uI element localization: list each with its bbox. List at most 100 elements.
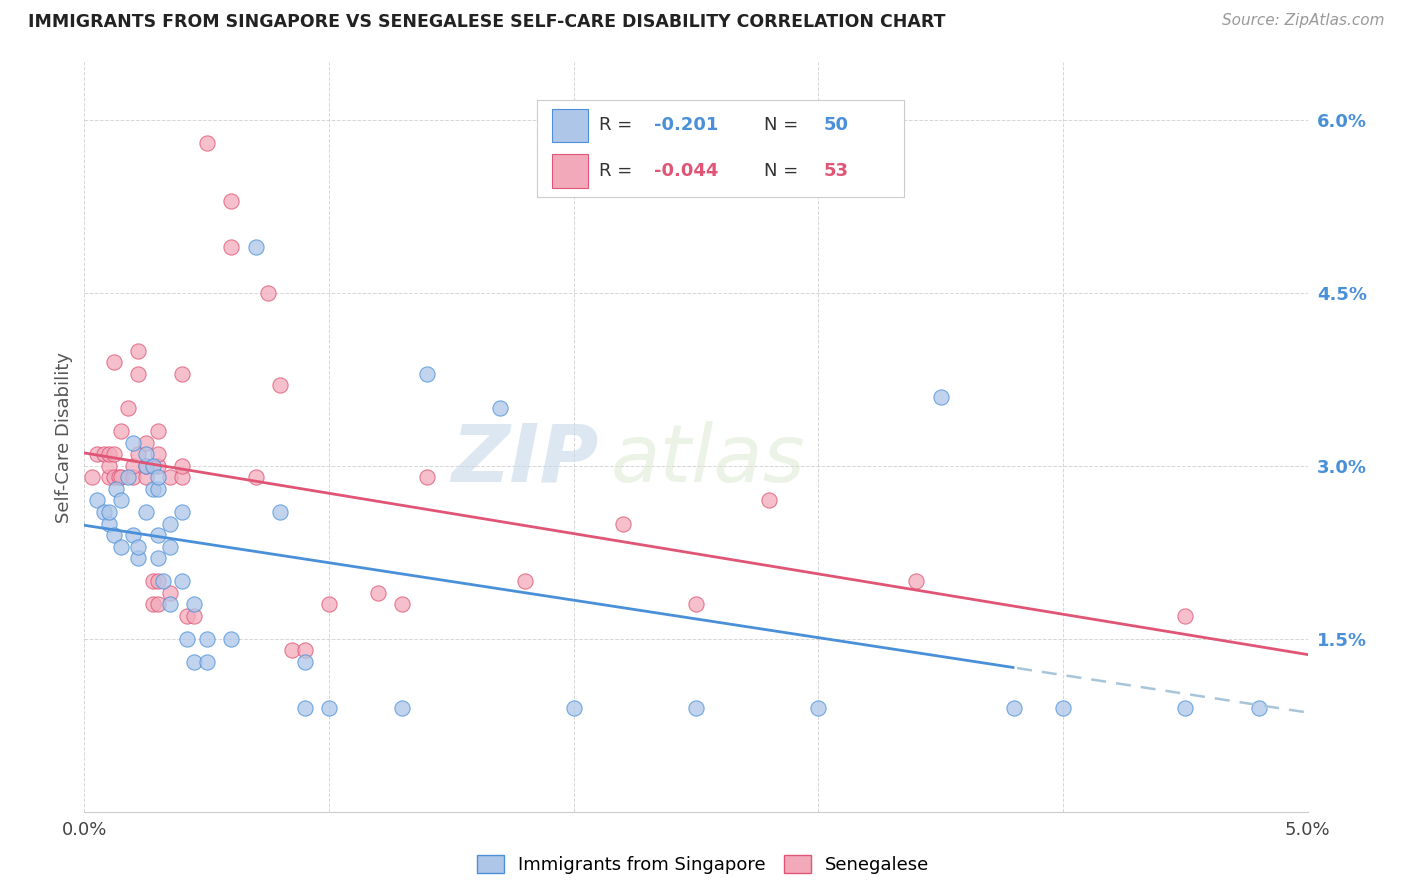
- Point: [929, 390, 952, 404]
- Point: [245, 240, 267, 254]
- Point: [105, 482, 128, 496]
- Point: [93, 447, 115, 461]
- Point: [176, 632, 198, 646]
- Point: [110, 540, 132, 554]
- Point: [219, 194, 242, 208]
- Point: [489, 401, 512, 416]
- Point: [172, 458, 194, 473]
- Point: [159, 516, 181, 531]
- Text: ZIP: ZIP: [451, 420, 598, 499]
- Point: [122, 470, 145, 484]
- Point: [159, 540, 181, 554]
- Point: [159, 585, 181, 599]
- Point: [159, 597, 181, 611]
- Point: [183, 597, 205, 611]
- Point: [142, 458, 165, 473]
- Point: [562, 701, 585, 715]
- Point: [135, 505, 157, 519]
- Point: [122, 528, 145, 542]
- Point: [1002, 701, 1025, 715]
- Point: [172, 470, 194, 484]
- Point: [172, 505, 194, 519]
- Point: [1174, 608, 1197, 623]
- Point: [758, 493, 780, 508]
- Point: [146, 482, 169, 496]
- Point: [103, 355, 125, 369]
- Point: [1174, 701, 1197, 715]
- Point: [135, 435, 157, 450]
- Point: [612, 516, 634, 531]
- Point: [513, 574, 536, 589]
- Point: [391, 701, 413, 715]
- Point: [122, 458, 145, 473]
- Point: [135, 458, 157, 473]
- Point: [146, 425, 169, 439]
- Point: [80, 470, 103, 484]
- Point: [294, 655, 316, 669]
- Point: [318, 701, 340, 715]
- Point: [97, 505, 120, 519]
- Point: [176, 608, 198, 623]
- Point: [685, 701, 707, 715]
- Point: [183, 608, 205, 623]
- Point: [219, 240, 242, 254]
- Point: [117, 470, 139, 484]
- Point: [172, 367, 194, 381]
- Point: [103, 470, 125, 484]
- Point: [245, 470, 267, 484]
- Point: [807, 701, 830, 715]
- Point: [416, 367, 439, 381]
- Point: [103, 447, 125, 461]
- Point: [135, 458, 157, 473]
- Point: [146, 447, 169, 461]
- Point: [97, 516, 120, 531]
- Point: [127, 367, 149, 381]
- Point: [110, 493, 132, 508]
- Point: [281, 643, 304, 657]
- Point: [685, 597, 707, 611]
- Point: [110, 425, 132, 439]
- Point: [146, 574, 169, 589]
- Point: [172, 574, 194, 589]
- Point: [110, 470, 132, 484]
- Point: [1247, 701, 1270, 715]
- Y-axis label: Self-Care Disability: Self-Care Disability: [55, 351, 73, 523]
- Point: [97, 447, 120, 461]
- Point: [127, 540, 149, 554]
- Point: [97, 470, 120, 484]
- Point: [146, 458, 169, 473]
- Point: [142, 574, 165, 589]
- Point: [195, 655, 218, 669]
- Point: [142, 482, 165, 496]
- Point: [127, 447, 149, 461]
- Point: [146, 528, 169, 542]
- Text: Source: ZipAtlas.com: Source: ZipAtlas.com: [1222, 13, 1385, 29]
- Text: atlas: atlas: [610, 420, 806, 499]
- Point: [117, 401, 139, 416]
- Point: [127, 551, 149, 566]
- Point: [142, 597, 165, 611]
- Point: [86, 447, 108, 461]
- Point: [152, 574, 174, 589]
- Point: [294, 701, 316, 715]
- Point: [107, 470, 129, 484]
- Point: [391, 597, 413, 611]
- Point: [135, 447, 157, 461]
- Point: [367, 585, 389, 599]
- Point: [195, 632, 218, 646]
- Point: [146, 551, 169, 566]
- Text: IMMIGRANTS FROM SINGAPORE VS SENEGALESE SELF-CARE DISABILITY CORRELATION CHART: IMMIGRANTS FROM SINGAPORE VS SENEGALESE …: [28, 13, 946, 31]
- Point: [103, 528, 125, 542]
- Point: [146, 597, 169, 611]
- Point: [318, 597, 340, 611]
- Point: [195, 136, 218, 150]
- Point: [86, 493, 108, 508]
- Point: [269, 505, 291, 519]
- Point: [97, 458, 120, 473]
- Point: [135, 470, 157, 484]
- Point: [146, 470, 169, 484]
- Point: [294, 643, 316, 657]
- Point: [269, 378, 291, 392]
- Point: [159, 470, 181, 484]
- Point: [257, 285, 280, 300]
